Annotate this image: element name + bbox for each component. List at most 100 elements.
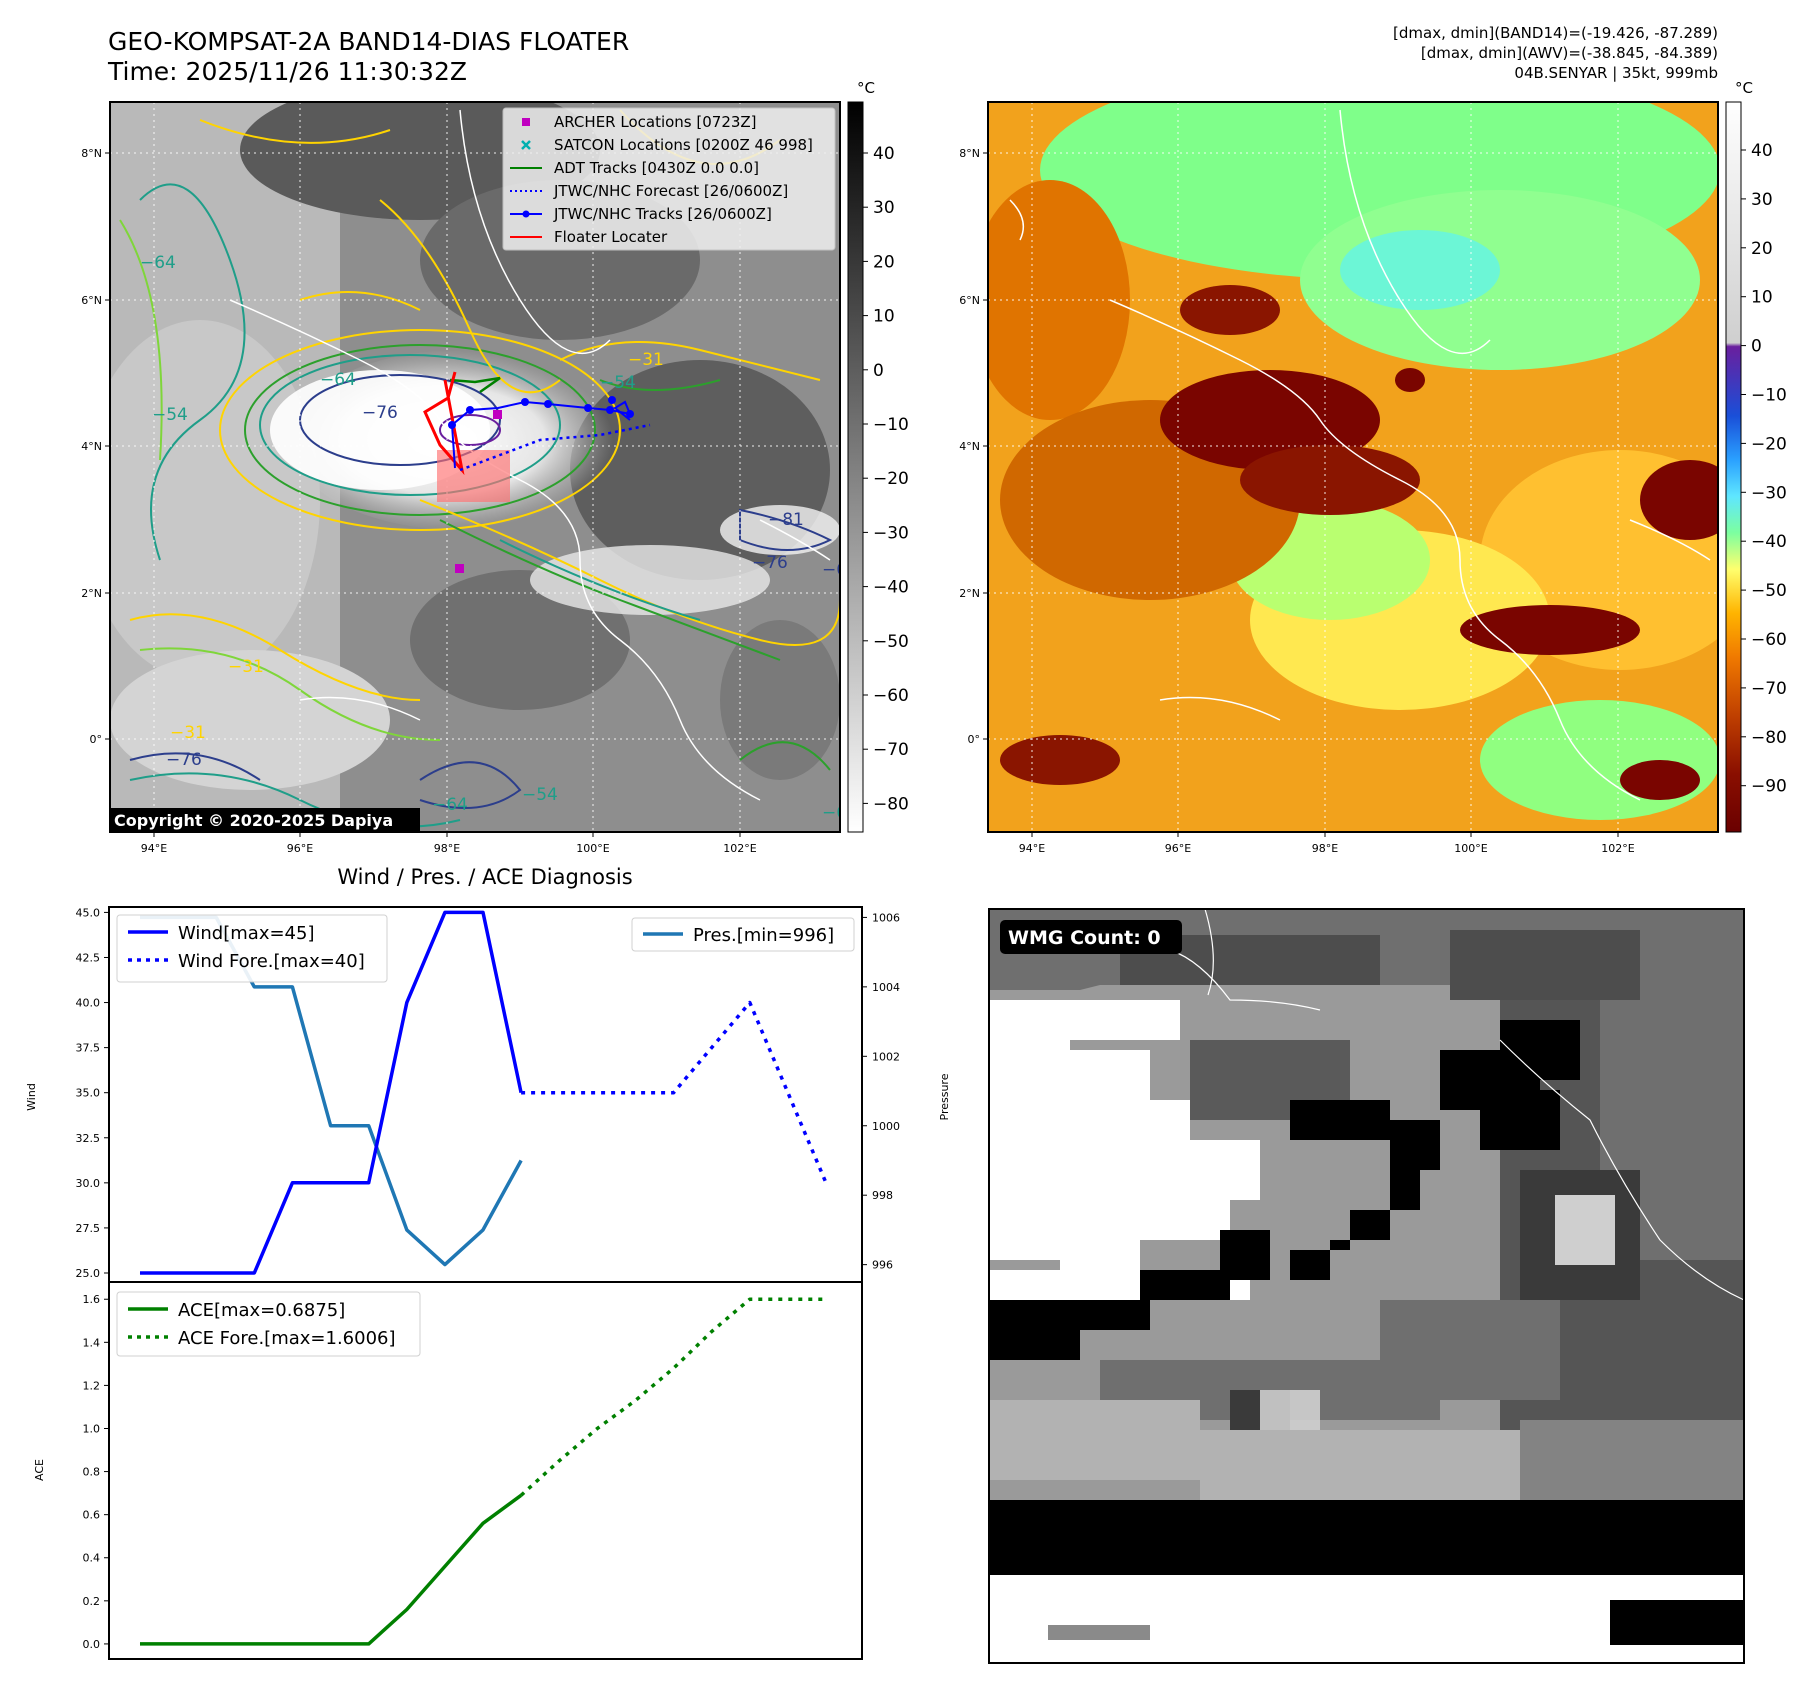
colorbar-label: −10	[1751, 386, 1787, 406]
lat-label: 2°N	[959, 587, 980, 600]
contour-label: −81	[768, 510, 804, 530]
colorbar-label: −70	[1751, 679, 1787, 699]
lat-label: 0°	[968, 733, 981, 746]
pressure-tick-label: 1004	[872, 981, 900, 994]
storm-info: 04B.SENYAR | 35kt, 999mb	[1514, 64, 1718, 82]
lon-label: 98°E	[434, 842, 460, 855]
band14-range: [dmax, dmin](BAND14)=(-19.426, -87.289)	[1393, 24, 1718, 42]
wind-tick-label: 42.5	[76, 951, 101, 964]
wind-legend: Wind[max=45] Wind Fore.[max=40]	[116, 914, 388, 983]
diagnosis-panel: Wind / Pres. / ACE Diagnosis 45.0 42.5 40.…	[25, 865, 951, 1660]
copyright-badge: Copyright © 2020-2025 Dapiya	[110, 808, 420, 832]
colorbar-label: 30	[1751, 190, 1773, 210]
colorbar-label: −60	[1751, 630, 1787, 650]
legend-ace: ACE[max=0.6875]	[178, 1300, 345, 1321]
pressure-tick-label: 998	[872, 1189, 893, 1202]
jtwc-forecast	[459, 423, 651, 472]
wind-tick-label: 27.5	[76, 1222, 101, 1235]
lon-label: 94°E	[1019, 842, 1045, 855]
lat-label: 4°N	[81, 440, 102, 453]
colorbar-label: −10	[873, 415, 909, 435]
awv-map-panel: 8°N 6°N 4°N 2°N 0° 94°E 96°E 98°E 100°E 102°E °C…	[959, 79, 1787, 855]
jtwc-track-points	[448, 396, 634, 429]
contour-label: −64	[320, 370, 356, 390]
adt-track	[449, 376, 501, 394]
wmg-frame	[988, 908, 1745, 1664]
ir-colorbar	[847, 101, 864, 833]
colorbar-label: −40	[1751, 532, 1787, 552]
colorbar-label: 10	[873, 307, 895, 327]
colorbar-label: −50	[1751, 581, 1787, 601]
lat-label: 8°N	[81, 147, 102, 160]
colorbar-label: −40	[873, 578, 909, 598]
legend-pressure: Pres.[min=996]	[693, 925, 834, 946]
legend-label: JTWC/NHC Tracks [26/0600Z]	[553, 205, 772, 223]
legend-marker	[522, 118, 530, 126]
lat-label: 4°N	[959, 440, 980, 453]
floater-path	[423, 371, 465, 476]
ace-tick-label: 0.2	[83, 1595, 101, 1608]
archer-marker	[455, 564, 464, 573]
ir-map-frame	[109, 101, 841, 833]
lon-label: 100°E	[576, 842, 609, 855]
colorbar-label: −30	[873, 523, 909, 543]
lat-label: 6°N	[81, 294, 102, 307]
lat-label: 2°N	[81, 587, 102, 600]
legend-marker	[521, 140, 531, 150]
lon-label: 98°E	[1312, 842, 1338, 855]
legend-label: Floater Locater	[554, 228, 668, 246]
contour-label: −31	[228, 657, 264, 677]
colorbar-label: 0	[1751, 337, 1762, 357]
colorbar-label: −50	[873, 632, 909, 652]
awv-imagery	[988, 102, 1718, 832]
wind-tick-label: 25.0	[76, 1267, 101, 1280]
colorbar-label: −80	[873, 794, 909, 814]
figure-time: Time: 2025/11/26 11:30:32Z	[107, 57, 467, 86]
contour-label: −64	[140, 253, 176, 273]
colorbar-label: 10	[1751, 288, 1773, 308]
wmg-panel: WMG Count: 0	[988, 908, 1745, 1664]
pressure-tick-label: 1006	[872, 911, 900, 924]
ace-tick-label: 0.4	[83, 1552, 101, 1565]
legend-wind-fore: Wind Fore.[max=40]	[178, 951, 365, 972]
colorbar-label: −20	[1751, 434, 1787, 454]
lon-label: 102°E	[723, 842, 756, 855]
awv-colorbar-unit: °C	[1735, 79, 1753, 97]
pressure-tick-label: 996	[872, 1259, 893, 1272]
pressure-tick-label: 1002	[872, 1050, 900, 1063]
colorbar-label: −70	[873, 740, 909, 760]
contour-label: −54	[152, 405, 188, 425]
wind-tick-label: 37.5	[76, 1042, 101, 1055]
wind-tick-label: 35.0	[76, 1087, 101, 1100]
wmg-count-badge: WMG Count: 0	[1000, 920, 1182, 954]
contour-label: −6	[822, 560, 847, 580]
ace-forecast-line	[519, 1297, 826, 1497]
ace-line	[140, 1493, 523, 1646]
contour-label: −31	[628, 350, 664, 370]
wind-tick-label: 40.0	[76, 997, 101, 1010]
ace-tick-label: 1.6	[83, 1293, 101, 1306]
colorbar-label: 40	[1751, 141, 1773, 161]
colorbar-label: −90	[1751, 777, 1787, 797]
wmg-imagery	[989, 909, 1744, 1663]
archer-marker	[493, 410, 502, 419]
legend-label: ARCHER Locations [0723Z]	[554, 113, 757, 131]
lon-label: 96°E	[1165, 842, 1191, 855]
ir-colorbar-unit: °C	[857, 79, 875, 97]
lon-label: 102°E	[1601, 842, 1634, 855]
legend-label: ADT Tracks [0430Z 0.0 0.0]	[554, 159, 759, 177]
awv-range: [dmax, dmin](AWV)=(-38.845, -84.389)	[1421, 44, 1718, 62]
lat-label: 0°	[90, 733, 103, 746]
floater-box	[437, 450, 510, 502]
colorbar-label: 20	[1751, 239, 1773, 259]
ace-tick-label: 1.4	[83, 1336, 101, 1349]
pressure-tick-label: 1000	[872, 1120, 900, 1133]
ace-axis-label: ACE	[33, 1459, 46, 1481]
colorbar-label: 30	[873, 198, 895, 218]
lat-label: 6°N	[959, 294, 980, 307]
pressure-axis-label: Pressure	[938, 1073, 951, 1120]
ace-tick-label: 1.2	[83, 1379, 101, 1392]
colorbar-label: 20	[873, 252, 895, 272]
lon-label: 94°E	[141, 842, 167, 855]
